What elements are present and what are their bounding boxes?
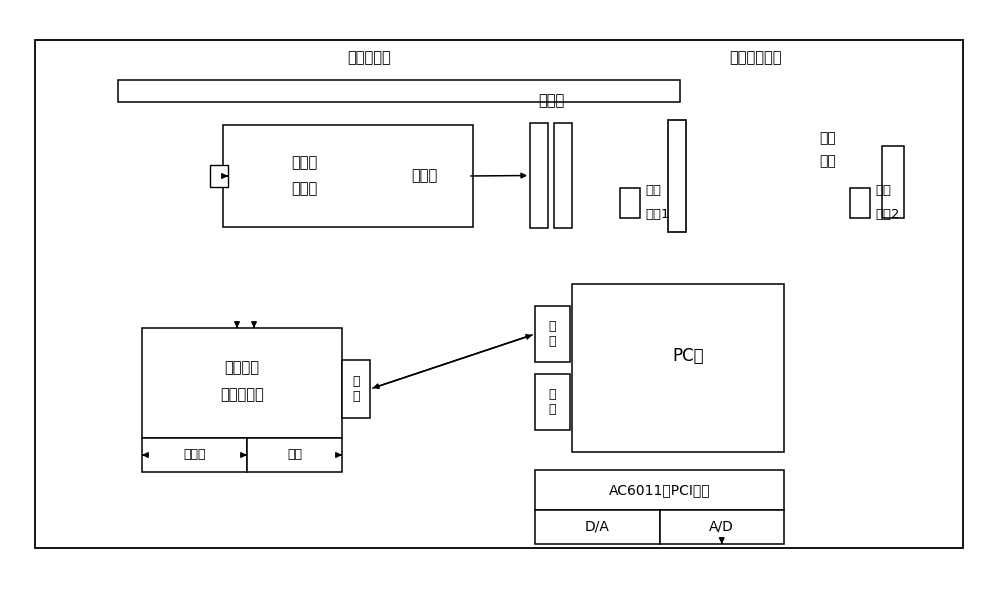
- Text: 服电机: 服电机: [291, 182, 317, 196]
- Text: D/A: D/A: [585, 520, 610, 534]
- Bar: [342, 360, 370, 418]
- Text: 减速器: 减速器: [411, 169, 437, 183]
- Bar: [535, 470, 784, 510]
- Text: 限位: 限位: [645, 185, 661, 198]
- Text: PC机: PC机: [672, 347, 704, 365]
- Text: 开关1: 开关1: [645, 208, 670, 221]
- Text: 直流伺服: 直流伺服: [225, 360, 260, 375]
- Bar: [620, 188, 640, 218]
- Text: 滚珠丝杆螺母: 滚珠丝杆螺母: [729, 51, 781, 65]
- Text: 串口: 串口: [287, 448, 302, 461]
- Text: 联轴器: 联轴器: [538, 93, 564, 109]
- Bar: [247, 438, 342, 472]
- Bar: [35, 40, 963, 548]
- Text: 丝杆: 丝杆: [820, 154, 836, 168]
- Bar: [223, 125, 473, 227]
- Bar: [530, 123, 548, 228]
- Text: 电机驱动器: 电机驱动器: [220, 388, 264, 402]
- Text: A/D: A/D: [709, 520, 734, 534]
- Bar: [668, 120, 686, 232]
- Text: 滚珠: 滚珠: [820, 131, 836, 145]
- Bar: [882, 146, 904, 218]
- Text: 位移传感器: 位移传感器: [347, 51, 391, 65]
- Bar: [535, 510, 660, 544]
- Bar: [572, 284, 784, 452]
- Text: AC6011（PCI槽）: AC6011（PCI槽）: [609, 483, 710, 497]
- Bar: [380, 130, 468, 222]
- Text: 模拟口: 模拟口: [183, 448, 206, 461]
- Bar: [142, 438, 247, 472]
- Text: 直流伺: 直流伺: [291, 156, 317, 171]
- Bar: [850, 188, 870, 218]
- Bar: [660, 510, 784, 544]
- Bar: [228, 130, 380, 222]
- Bar: [535, 374, 570, 430]
- Text: 并
口: 并 口: [352, 375, 360, 403]
- Bar: [535, 306, 570, 362]
- Bar: [210, 165, 228, 187]
- Bar: [118, 80, 680, 102]
- Bar: [142, 328, 342, 438]
- Bar: [554, 123, 572, 228]
- Text: 限位: 限位: [875, 185, 891, 198]
- Text: 串
口: 串 口: [549, 388, 556, 416]
- Text: 并
口: 并 口: [549, 320, 556, 348]
- Text: 开关2: 开关2: [875, 208, 900, 221]
